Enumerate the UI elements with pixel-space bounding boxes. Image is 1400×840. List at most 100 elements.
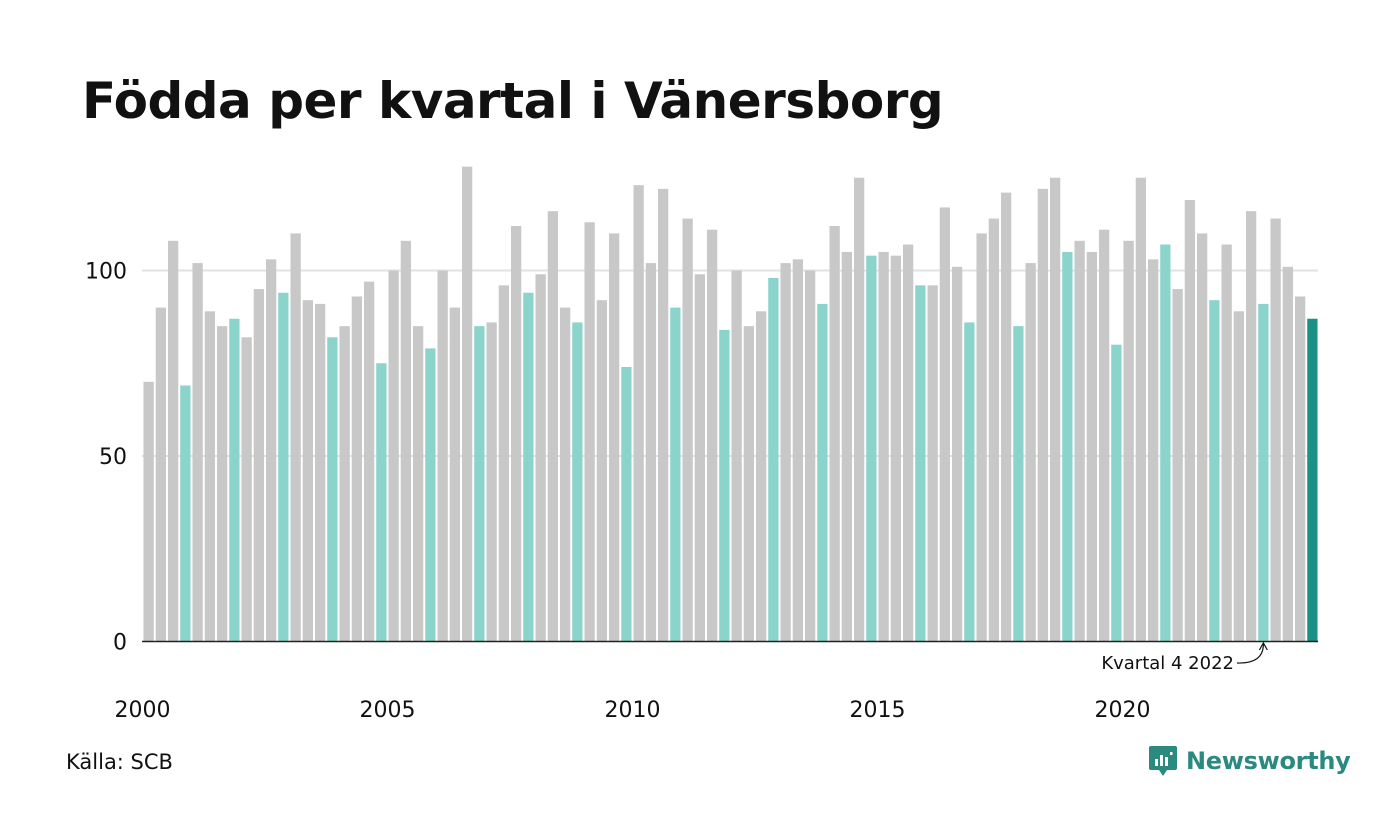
x-axis-ticks: 2000 2005 2010 2015 2020	[115, 698, 1151, 723]
bar	[498, 285, 510, 642]
bar	[461, 166, 473, 642]
bar	[388, 270, 399, 642]
chart-title: Födda per kvartal i Vänersborg	[82, 72, 944, 130]
bar	[915, 285, 926, 642]
bar	[1196, 233, 1208, 642]
bar	[878, 251, 889, 642]
bar	[694, 274, 706, 642]
bar	[890, 255, 902, 642]
bar	[1245, 211, 1257, 642]
bar	[1233, 311, 1245, 642]
bar	[1135, 177, 1147, 642]
bar	[584, 222, 595, 642]
bar	[1258, 303, 1269, 642]
bar	[1098, 229, 1110, 642]
source-label: Källa: SCB	[66, 750, 173, 774]
bar	[853, 177, 865, 642]
bar	[621, 366, 632, 642]
bar	[988, 218, 1000, 642]
bar	[657, 188, 669, 642]
bar	[1013, 326, 1024, 642]
y-tick-label: 0	[113, 631, 127, 656]
gridlines	[142, 269, 1318, 457]
bar	[351, 296, 363, 642]
bar	[927, 285, 938, 642]
newsworthy-logo-icon	[1149, 746, 1177, 776]
bar	[633, 185, 644, 642]
bar	[204, 311, 216, 642]
bar	[535, 274, 546, 642]
bar	[1270, 218, 1281, 642]
bar	[841, 251, 853, 642]
bar	[1049, 177, 1061, 642]
bar	[743, 326, 755, 642]
bar	[706, 229, 718, 642]
annotation-arrow	[1236, 643, 1264, 664]
bar	[976, 233, 987, 642]
x-tick-label: 2000	[115, 698, 171, 723]
bar	[1000, 192, 1012, 642]
bar	[510, 225, 522, 642]
bar	[474, 326, 485, 642]
bar	[1025, 263, 1036, 642]
bar	[829, 225, 840, 642]
bar	[180, 385, 191, 642]
bar	[964, 322, 975, 642]
bar	[1294, 296, 1306, 642]
bar	[1147, 259, 1159, 642]
y-tick-label: 50	[99, 445, 127, 470]
x-tick-label: 2010	[605, 698, 661, 723]
bars	[143, 166, 1318, 642]
bar	[486, 322, 497, 642]
bar	[951, 266, 963, 642]
bar	[645, 263, 657, 642]
bar	[167, 240, 179, 642]
bar	[731, 270, 742, 642]
bar	[1062, 251, 1073, 642]
brand-name: Newsworthy	[1186, 747, 1351, 775]
bar	[327, 337, 338, 642]
y-axis-ticks: 0 50 100	[85, 260, 127, 656]
bar	[192, 263, 203, 642]
bar	[253, 289, 265, 642]
x-tick-label: 2005	[360, 698, 416, 723]
bar	[155, 307, 167, 642]
bar	[1086, 251, 1098, 642]
bar	[547, 211, 559, 642]
bar	[449, 307, 461, 642]
bar	[572, 322, 583, 642]
bar	[1184, 200, 1196, 642]
bar	[1074, 240, 1085, 642]
bar	[412, 326, 424, 642]
bar	[559, 307, 571, 642]
x-tick-label: 2020	[1095, 698, 1151, 723]
bar	[1160, 244, 1171, 642]
bar	[265, 259, 277, 642]
bar	[1209, 300, 1220, 642]
annotation-label: Kvartal 4 2022	[1101, 653, 1234, 674]
bar	[1307, 318, 1318, 642]
bar	[1123, 240, 1134, 642]
bar	[719, 329, 730, 642]
bar	[339, 326, 350, 642]
x-tick-label: 2015	[850, 698, 906, 723]
bar	[290, 233, 301, 642]
bar	[792, 259, 804, 642]
bar	[523, 292, 534, 642]
bar	[817, 303, 828, 642]
bar	[241, 337, 252, 642]
bar	[670, 307, 681, 642]
bar	[1111, 344, 1122, 642]
bar	[425, 348, 436, 642]
annotation: Kvartal 4 2022	[1101, 641, 1268, 674]
bar	[682, 218, 693, 642]
bar	[596, 300, 608, 642]
bar	[1282, 266, 1294, 642]
annotation-arrowhead	[1258, 641, 1268, 651]
bar	[608, 233, 620, 642]
bar	[1221, 244, 1232, 642]
y-tick-label: 100	[85, 260, 127, 285]
bar	[755, 311, 767, 642]
bar	[278, 292, 289, 642]
